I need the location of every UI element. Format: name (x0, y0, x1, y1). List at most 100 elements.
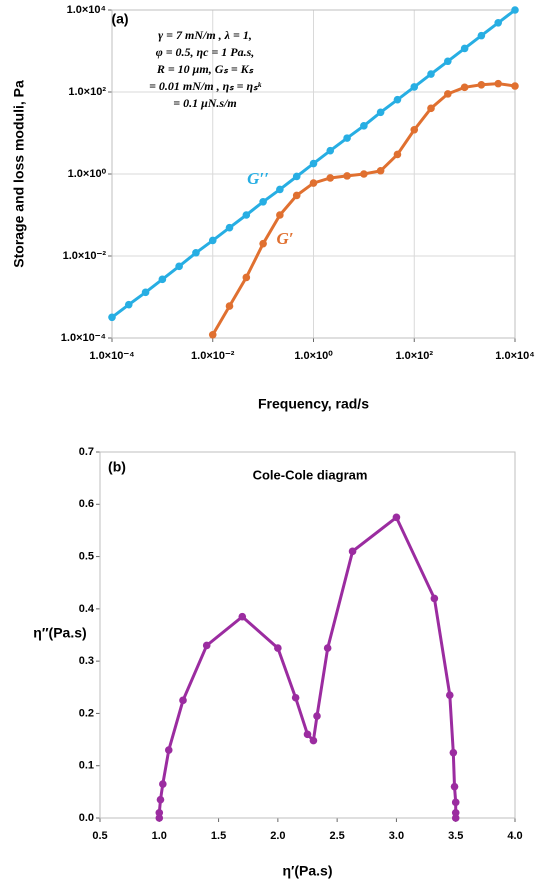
annotation: R = 10 μm, Gₛ = Kₛ (156, 62, 254, 76)
data-point (444, 90, 452, 98)
data-point (326, 174, 335, 182)
panel-label: (a) (111, 11, 128, 27)
y-tick-label: 0.5 (79, 550, 94, 562)
plot-frame (111, 9, 516, 339)
data-point (393, 150, 402, 159)
data-point (274, 644, 282, 652)
data-point (175, 262, 183, 271)
data-point (451, 808, 460, 817)
data-point (376, 108, 385, 117)
data-point (444, 57, 452, 66)
y-axis-label: Storage and loss moduli, Pa (11, 80, 27, 268)
data-point (392, 513, 401, 522)
data-point (323, 644, 332, 652)
annotation: φ = 0.5, ηc = 1 Pa.s, (156, 45, 255, 59)
y-tick-label: 0.3 (79, 655, 94, 667)
data-point (309, 179, 318, 187)
data-point (360, 121, 368, 130)
data-point (292, 191, 301, 200)
data-point (360, 170, 368, 178)
y-tick-label: 1.0×10⁻⁴ (61, 332, 106, 344)
data-point (309, 159, 318, 168)
data-point (376, 166, 385, 175)
x-tick-label: 1.0×10⁰ (294, 350, 333, 362)
y-tick-label: 1.0×10⁴ (67, 4, 106, 16)
data-point (393, 95, 402, 104)
data-point (427, 70, 435, 78)
data-point (208, 236, 217, 245)
data-point (348, 547, 357, 556)
data-point (292, 172, 301, 181)
data-point (276, 185, 284, 194)
data-point (445, 691, 454, 699)
series-label: G′ (276, 229, 293, 248)
data-point (343, 134, 351, 142)
x-tick-label: 2.0 (270, 830, 285, 842)
data-point (326, 146, 335, 155)
data-point (460, 44, 469, 53)
data-point (158, 275, 167, 284)
data-point (410, 125, 419, 134)
x-tick-label: 1.0 (152, 830, 167, 842)
data-point (451, 798, 460, 807)
data-point (410, 83, 419, 91)
data-point (156, 795, 165, 804)
data-point (225, 223, 234, 232)
data-point (427, 104, 435, 113)
data-point (179, 696, 187, 705)
series-label: G′′ (247, 169, 269, 188)
data-point (192, 248, 200, 257)
x-tick-label: 1.0×10⁻² (191, 350, 235, 362)
data-point (155, 814, 164, 822)
x-tick-label: 3.0 (389, 830, 404, 842)
panel-label: (b) (108, 459, 126, 475)
data-point (511, 82, 519, 90)
y-tick-label: 0.6 (79, 498, 94, 510)
annotation: = 0.01 mN/m , ηₛ = ηₛᵏ (149, 79, 261, 93)
y-tick-label: 0.4 (79, 603, 95, 615)
x-tick-label: 1.0×10⁻⁴ (89, 350, 134, 362)
y-tick-label: 0.7 (79, 446, 94, 458)
y-tick-label: 1.0×10² (68, 86, 106, 98)
x-tick-label: 1.0×10⁴ (495, 350, 534, 362)
x-axis-label: η′(Pa.s) (282, 863, 332, 879)
data-point (242, 273, 251, 282)
data-point (208, 330, 217, 339)
y-tick-label: 1.0×10⁻² (63, 250, 107, 262)
data-point (108, 313, 116, 322)
data-point (451, 814, 460, 822)
y-axis-label: η″(Pa.s) (33, 625, 86, 641)
data-point (450, 782, 459, 791)
data-point (276, 211, 284, 219)
x-tick-label: 1.0×10² (395, 350, 433, 362)
y-tick-label: 0.1 (79, 760, 94, 772)
data-point (238, 612, 247, 621)
y-tick-label: 1.0×10⁰ (68, 168, 107, 180)
x-axis-label: Frequency, rad/s (258, 396, 369, 412)
data-point (155, 808, 164, 817)
x-tick-label: 4.0 (507, 830, 522, 842)
data-point (494, 79, 503, 88)
data-point (309, 736, 318, 745)
data-point (259, 239, 267, 248)
chart-title: Cole-Cole diagram (253, 467, 368, 482)
data-point (159, 780, 167, 788)
data-point (124, 300, 133, 309)
plot-frame (99, 451, 516, 819)
y-tick-label: 0.2 (79, 707, 94, 719)
series-line (211, 82, 516, 336)
data-point (303, 730, 312, 739)
data-point (225, 302, 234, 310)
annotation: = 0.1 μN.s/m (173, 96, 237, 110)
data-point (511, 6, 519, 14)
x-tick-label: 2.5 (329, 830, 344, 842)
data-point (430, 594, 439, 603)
series-line (157, 515, 458, 818)
data-point (202, 641, 211, 650)
data-point (259, 197, 267, 206)
x-tick-label: 0.5 (92, 830, 107, 842)
data-point (242, 211, 251, 219)
data-point (343, 172, 351, 180)
data-point (141, 288, 150, 297)
data-point (164, 746, 173, 754)
